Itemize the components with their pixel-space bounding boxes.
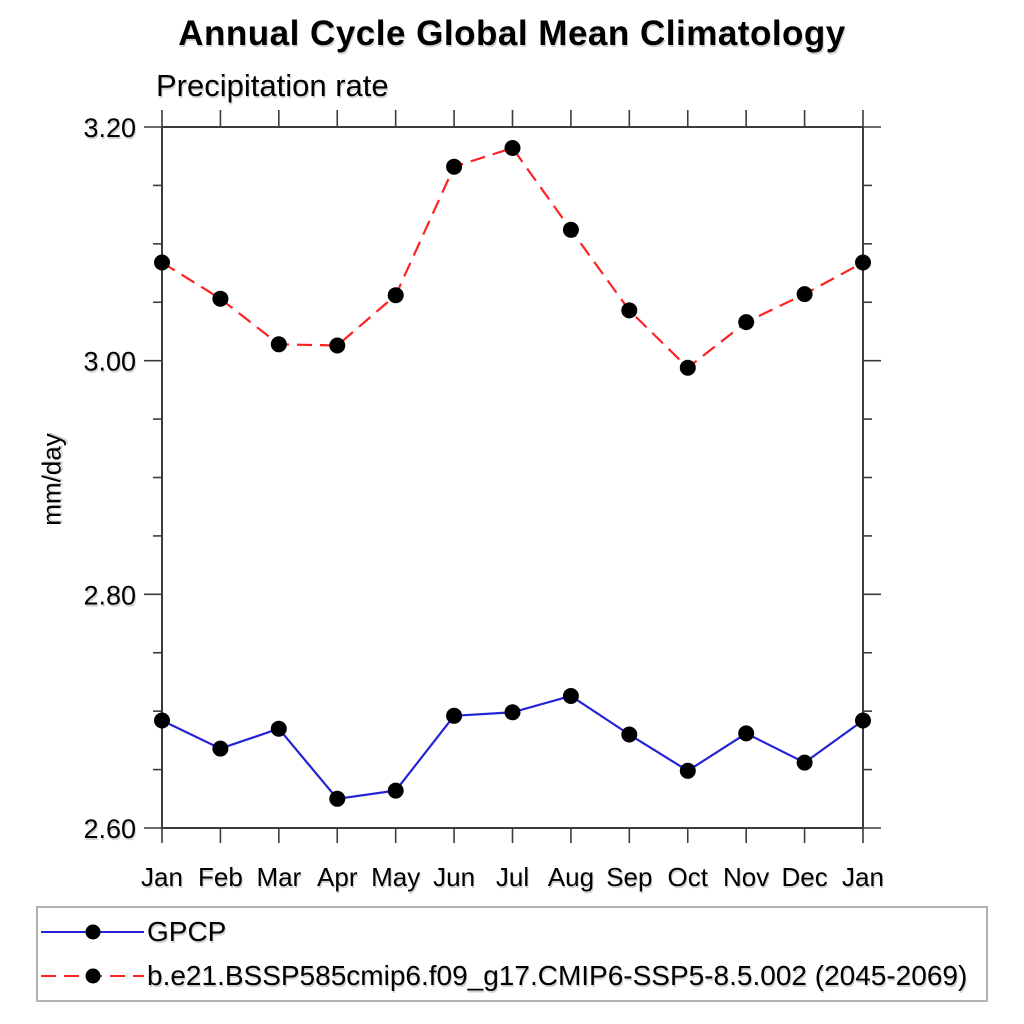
data-point <box>679 359 696 376</box>
data-point <box>796 286 813 303</box>
chart-title: Annual Cycle Global Mean Climatology <box>178 14 846 53</box>
data-point <box>562 688 579 704</box>
data-point <box>679 762 696 779</box>
legend-marker-circle-icon <box>85 924 101 940</box>
legend-sample-solid-line <box>41 924 144 940</box>
legend-item-model: b.e21.BSSP585cmip6.f09_g17.CMIP6-SSP5-8.… <box>40 955 986 997</box>
chart-subtitle: Precipitation rate <box>156 68 389 103</box>
data-point <box>329 790 346 807</box>
data-point <box>446 158 463 175</box>
legend-label-gpcp: GPCP <box>147 915 227 947</box>
legend: GPCP b.e21.BSSP585cmip6.f09_g17.CMIP6-SS… <box>36 906 988 1002</box>
data-point <box>621 302 638 319</box>
legend-item-gpcp: GPCP <box>40 911 986 953</box>
series-line-1 <box>161 146 864 370</box>
x-tick-label: Jan <box>141 862 183 892</box>
y-axis-unit-label: mm/day <box>36 433 67 526</box>
x-tick-label: Sep <box>606 862 652 892</box>
x-tick-label: Apr <box>317 862 358 892</box>
data-point <box>212 290 229 307</box>
data-point <box>504 704 521 721</box>
data-point <box>154 712 170 729</box>
x-axis-ticks <box>161 110 864 843</box>
y-tick-label: 2.60 <box>83 814 136 844</box>
data-point <box>154 254 170 271</box>
x-tick-label: Jul <box>496 862 529 892</box>
y-axis-ticks <box>144 126 881 829</box>
data-point <box>329 337 346 354</box>
data-point <box>738 314 755 331</box>
x-axis-labels: Jan Feb Mar Apr May Jun Jul Aug Sep Oct Nov Dec Jan <box>141 862 884 892</box>
data-point <box>504 140 521 156</box>
x-tick-label: Feb <box>198 862 243 892</box>
data-point <box>270 336 287 353</box>
x-tick-label: Mar <box>256 862 301 892</box>
data-point <box>621 726 638 743</box>
series-markers-0 <box>154 688 871 807</box>
x-tick-label: Aug <box>548 862 594 892</box>
legend-sample-dashed-line <box>41 968 144 984</box>
data-point <box>855 712 871 729</box>
x-tick-label: Jun <box>433 862 475 892</box>
series-markers-1 <box>154 140 871 376</box>
x-tick-label: May <box>371 862 420 892</box>
data-point <box>446 707 463 724</box>
x-tick-label: Oct <box>668 862 709 892</box>
data-point <box>387 782 404 799</box>
data-point <box>387 287 404 304</box>
legend-marker-circle-icon <box>85 968 101 984</box>
plot-frame <box>161 126 864 829</box>
data-point <box>212 740 229 757</box>
data-point <box>562 221 579 238</box>
y-tick-label: 3.20 <box>83 113 136 143</box>
y-tick-label: 2.80 <box>83 580 136 610</box>
data-point <box>796 754 813 771</box>
x-tick-label: Nov <box>723 862 769 892</box>
y-axis-labels: 2.60 2.80 3.00 3.20 <box>83 113 136 844</box>
x-tick-label: Jan <box>842 862 884 892</box>
data-point <box>855 254 871 271</box>
legend-label-model: b.e21.BSSP585cmip6.f09_g17.CMIP6-SSP5-8.… <box>147 960 968 992</box>
y-tick-label: 3.00 <box>83 347 136 377</box>
data-point <box>738 725 755 742</box>
data-point <box>270 720 287 737</box>
x-tick-label: Dec <box>781 862 827 892</box>
